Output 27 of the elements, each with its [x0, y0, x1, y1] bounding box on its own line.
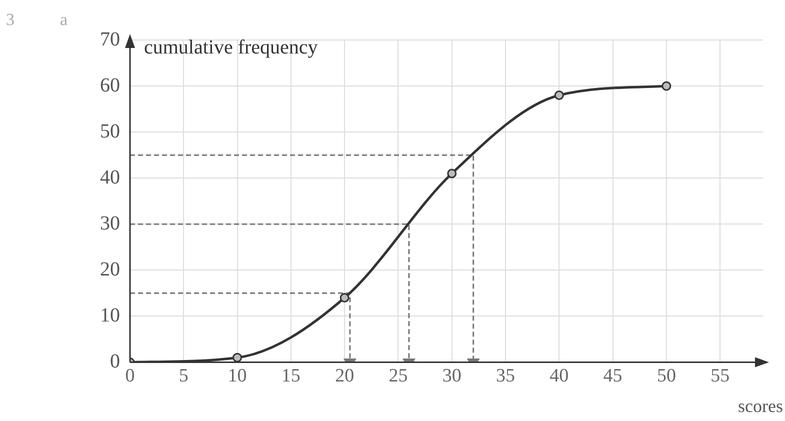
- x-axis-title: scores: [738, 396, 783, 416]
- y-tick-label: 40: [100, 166, 120, 188]
- y-tick-label: 50: [100, 120, 120, 142]
- x-tick-label: 30: [442, 366, 462, 387]
- y-tick-label: 20: [100, 258, 120, 280]
- x-tick-label: 40: [550, 366, 569, 387]
- x-tick-label: 5: [178, 366, 188, 387]
- y-tick-label: 10: [100, 304, 120, 326]
- x-tick-label: 45: [603, 366, 622, 387]
- y-tick-label: 30: [100, 212, 120, 234]
- x-tick-label: 25: [388, 366, 408, 387]
- point: [662, 81, 672, 91]
- y-tick-label: 70: [100, 28, 120, 50]
- x-tick-label: 15: [281, 366, 300, 387]
- y-tick-label: 0: [110, 350, 120, 372]
- x-tick-label: 50: [656, 366, 676, 387]
- x-tick-label: 0: [125, 366, 135, 387]
- x-tick-label: 55: [710, 366, 730, 387]
- y-axis-title: cumulative frequency: [144, 36, 318, 58]
- point: [447, 168, 457, 178]
- text: a: [60, 10, 68, 30]
- x-tick-label: 10: [228, 366, 247, 387]
- text: 3: [6, 10, 14, 30]
- y-tick-label: 60: [100, 74, 120, 96]
- x-tick-label: 20: [335, 366, 354, 387]
- x-tick-label: 35: [496, 366, 516, 387]
- point: [554, 90, 564, 100]
